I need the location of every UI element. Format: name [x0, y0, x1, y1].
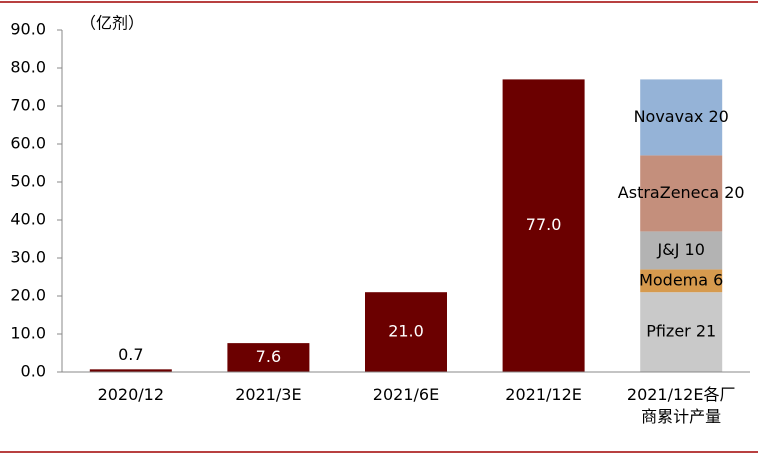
y-tick-label: 30.0: [10, 248, 46, 267]
y-tick-label: 90.0: [10, 20, 46, 39]
y-tick-label: 80.0: [10, 58, 46, 77]
x-tick-label: 2021/12E各厂商累计产量: [626, 385, 736, 426]
bar: [640, 231, 723, 270]
x-tick-label: 2021/6E: [372, 385, 440, 404]
data-label: 0.7: [118, 345, 143, 364]
data-label: 77.0: [526, 215, 562, 234]
bar: [89, 369, 172, 372]
x-tick-label: 2021/12E: [505, 385, 582, 404]
y-axis-label: （亿剂）: [80, 14, 144, 33]
bar: [227, 343, 310, 372]
data-label: Novavax 20: [634, 107, 729, 126]
bar: [640, 79, 723, 156]
data-label: Pfizer 21: [646, 322, 716, 341]
bar: [640, 292, 723, 372]
y-tick-label: 20.0: [10, 286, 46, 305]
y-tick-label: 60.0: [10, 134, 46, 153]
data-label: Modema 6: [639, 270, 723, 289]
y-tick-label: 40.0: [10, 210, 46, 229]
x-tick-label: 2021/3E: [235, 385, 302, 404]
y-tick-label: 0.0: [21, 362, 46, 381]
data-label: J&J 10: [657, 240, 705, 259]
x-tick-label: 2020/12: [97, 385, 165, 404]
bar: [365, 292, 447, 372]
bar: [640, 155, 723, 232]
bar: [502, 79, 585, 373]
data-label: AstraZeneca 20: [618, 183, 745, 202]
y-tick-label: 70.0: [10, 96, 46, 115]
y-tick-label: 10.0: [10, 324, 46, 343]
bar: [640, 269, 723, 293]
data-label: 21.0: [388, 322, 424, 341]
data-label: 7.6: [256, 347, 281, 366]
y-tick-label: 50.0: [10, 172, 46, 191]
